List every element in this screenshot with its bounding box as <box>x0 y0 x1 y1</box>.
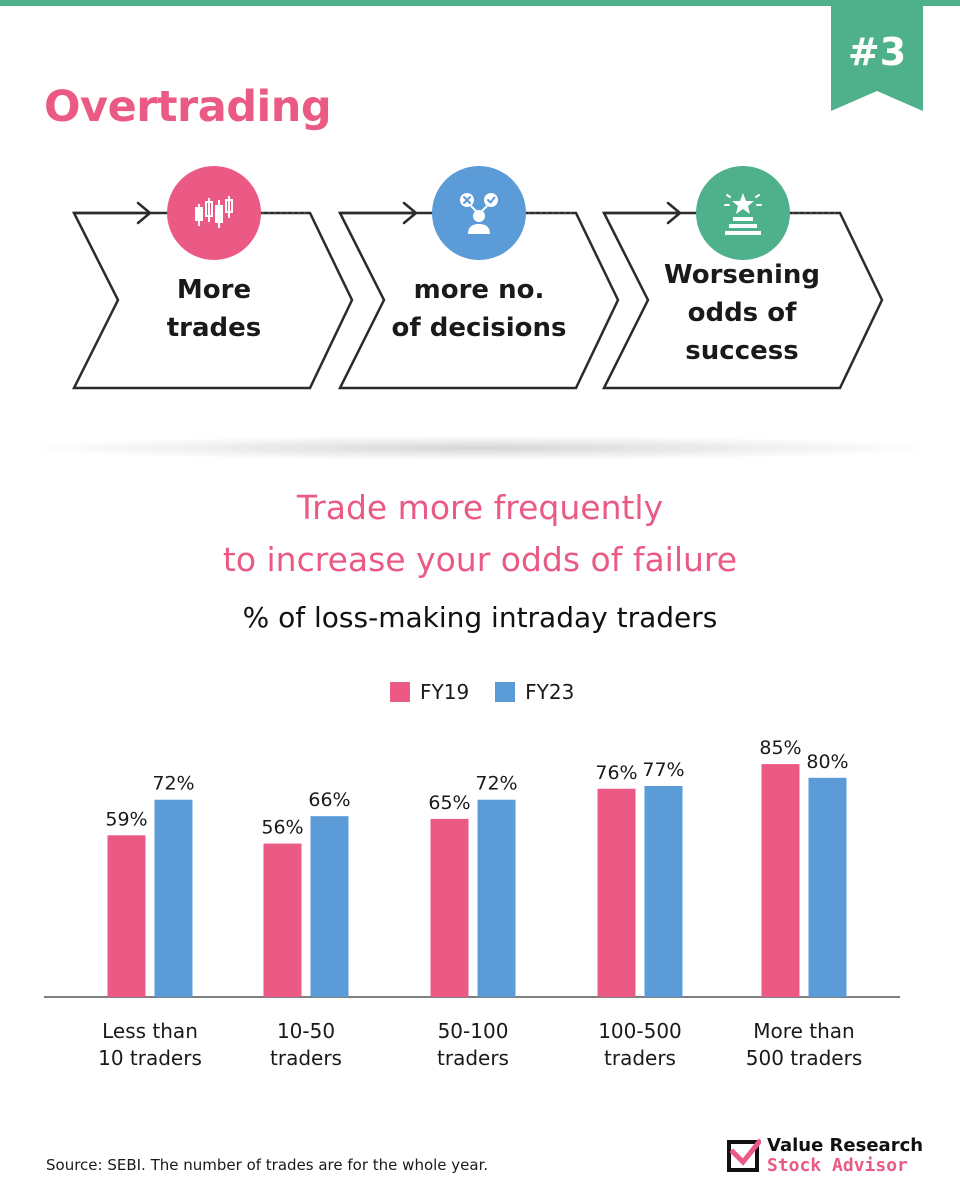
arrow-icon <box>338 201 418 225</box>
data-label-fy19-3: 76% <box>595 762 637 784</box>
data-label-fy23-1: 66% <box>308 789 350 811</box>
podium-star-icon <box>724 193 762 235</box>
bar-fy23-3 <box>644 786 683 997</box>
data-label-fy19-1: 56% <box>261 817 303 839</box>
flow-diagram <box>71 201 884 390</box>
chart-title: % of loss-making intraday traders <box>242 601 718 634</box>
legend-label-fy19: FY19 <box>420 680 470 704</box>
bar-fy23-2 <box>477 799 516 997</box>
category-label-2-0: 50-100 <box>438 1019 509 1043</box>
data-label-fy23-4: 80% <box>806 751 848 773</box>
checkbox-logo-icon <box>727 1138 761 1172</box>
arrow-icon <box>602 201 682 225</box>
step-2-text: more no. of decisions <box>369 271 589 347</box>
bar-fy19-2 <box>430 818 469 997</box>
page-title: Overtrading <box>44 82 332 132</box>
logo-line-2: Stock Advisor <box>767 1155 908 1176</box>
step-3-line-2: odds of <box>687 298 797 328</box>
data-label-fy19-4: 85% <box>759 737 801 759</box>
legend-item-fy19: FY19 <box>390 680 469 704</box>
step-1-text: More trades <box>104 271 324 347</box>
step-3-circle <box>696 166 790 260</box>
bar-fy19-3 <box>597 788 636 997</box>
step-1-circle <box>167 166 261 260</box>
top-accent-bar <box>0 0 960 6</box>
data-label-fy19-0: 59% <box>105 808 147 830</box>
category-label-1-0: 10-50 <box>277 1019 335 1043</box>
step-2-line-1: more no. <box>413 275 545 305</box>
ribbon-number: #3 <box>847 30 907 74</box>
headline-line-1: Trade more frequently <box>296 488 664 527</box>
section-divider <box>30 436 930 460</box>
category-label-0-1: 10 traders <box>98 1046 202 1070</box>
step-3-line-1: Worsening <box>663 260 821 290</box>
logo-line-1: Value Research <box>767 1135 924 1156</box>
chart-legend: FY19 FY23 <box>390 680 574 704</box>
legend-swatch-fy23 <box>495 682 516 702</box>
legend-swatch-fy19 <box>390 682 410 702</box>
data-label-fy23-2: 72% <box>475 773 517 795</box>
bar-fy23-1 <box>310 816 349 997</box>
step-3-text: Worsening odds of success <box>632 256 852 370</box>
bar-fy23-4 <box>808 777 847 997</box>
category-label-3-1: traders <box>604 1046 676 1070</box>
bar-fy19-0 <box>107 835 146 997</box>
step-3-line-3: success <box>685 336 799 366</box>
arrow-icon <box>72 201 152 225</box>
data-label-fy19-2: 65% <box>428 792 470 814</box>
category-label-3-0: 100-500 <box>598 1019 682 1043</box>
category-label-4-0: More than <box>753 1019 854 1043</box>
step-1-line-1: More <box>176 275 252 305</box>
legend-item-fy23: FY23 <box>495 680 574 704</box>
legend-label-fy23: FY23 <box>525 680 575 704</box>
chevron-step-1 <box>71 211 354 390</box>
category-label-2-1: traders <box>437 1046 509 1070</box>
category-label-1-1: traders <box>270 1046 342 1070</box>
bar-fy19-1 <box>263 843 302 997</box>
bar-fy23-0 <box>154 799 193 997</box>
headline-line-2: to increase your odds of failure <box>222 540 738 579</box>
category-label-0-0: Less than <box>102 1019 198 1043</box>
bar-fy19-4 <box>761 764 800 997</box>
chevron-step-3 <box>601 211 884 390</box>
data-label-fy23-0: 72% <box>152 773 194 795</box>
step-2-circle <box>432 166 526 260</box>
category-label-4-1: 500 traders <box>746 1046 863 1070</box>
chevron-step-2 <box>337 211 620 390</box>
brand-logo: Value Research Stock Advisor <box>727 1136 937 1178</box>
step-1-line-2: trades <box>166 313 262 343</box>
decision-person-icon <box>460 193 498 234</box>
candlestick-chart-icon <box>195 196 233 228</box>
step-2-line-2: of decisions <box>391 313 567 343</box>
data-label-fy23-3: 77% <box>642 759 684 781</box>
source-note: Source: SEBI. The number of trades are f… <box>46 1156 489 1174</box>
